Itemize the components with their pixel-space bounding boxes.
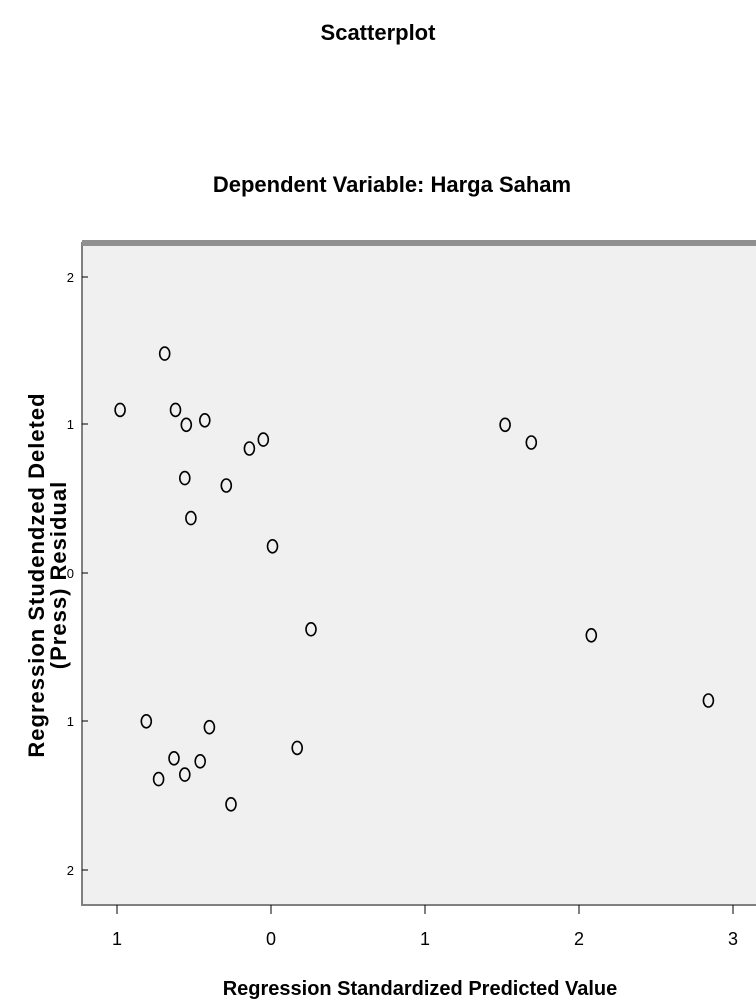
chart-title: Scatterplot <box>321 20 437 45</box>
data-point <box>266 538 279 554</box>
data-point <box>291 740 304 756</box>
axis-ticks: 1 0 1 2 3 2 1 0 1 2 <box>67 270 738 949</box>
x-tick-label: 2 <box>574 929 584 949</box>
data-point <box>702 693 715 708</box>
y-tick-label: 0 <box>67 566 74 581</box>
x-tick-label: 0 <box>266 929 276 949</box>
data-point <box>225 796 237 812</box>
data-point <box>140 713 153 729</box>
y-tick-label: 2 <box>67 863 74 878</box>
data-points <box>114 346 715 812</box>
plot-top-border <box>82 240 756 246</box>
data-point <box>158 346 171 361</box>
data-point <box>305 621 317 637</box>
data-point <box>179 470 191 486</box>
data-point <box>169 402 182 418</box>
x-axis-label: Regression Standardized Predicted Value <box>223 978 618 1000</box>
data-point <box>243 441 256 456</box>
data-point <box>220 478 233 493</box>
data-point <box>525 435 538 450</box>
data-point <box>114 402 126 418</box>
chart-subtitle: Dependent Variable: Harga Saham <box>213 172 571 197</box>
y-axis-label-line2: (Press) Residual <box>46 481 71 669</box>
y-tick-label: 1 <box>67 417 74 432</box>
y-axis-label: Regression Studendzed Deleted (Press) Re… <box>24 392 71 757</box>
data-point <box>152 771 165 787</box>
data-point <box>168 750 180 766</box>
data-point <box>203 719 216 735</box>
y-tick-label: 2 <box>67 270 74 285</box>
data-point <box>499 417 511 433</box>
data-point <box>185 510 197 526</box>
x-tick-label: 1 <box>112 929 122 949</box>
x-tick-label: 1 <box>420 929 430 949</box>
y-axis-label-line1: Regression Studendzed Deleted <box>24 392 49 757</box>
data-point <box>179 767 191 782</box>
data-point <box>585 627 598 643</box>
data-point <box>257 432 270 447</box>
data-point <box>194 753 206 769</box>
plot-area <box>81 242 756 906</box>
data-point <box>199 412 211 428</box>
x-tick-label: 3 <box>728 929 738 949</box>
y-tick-label: 1 <box>67 714 74 729</box>
data-point <box>180 417 193 433</box>
